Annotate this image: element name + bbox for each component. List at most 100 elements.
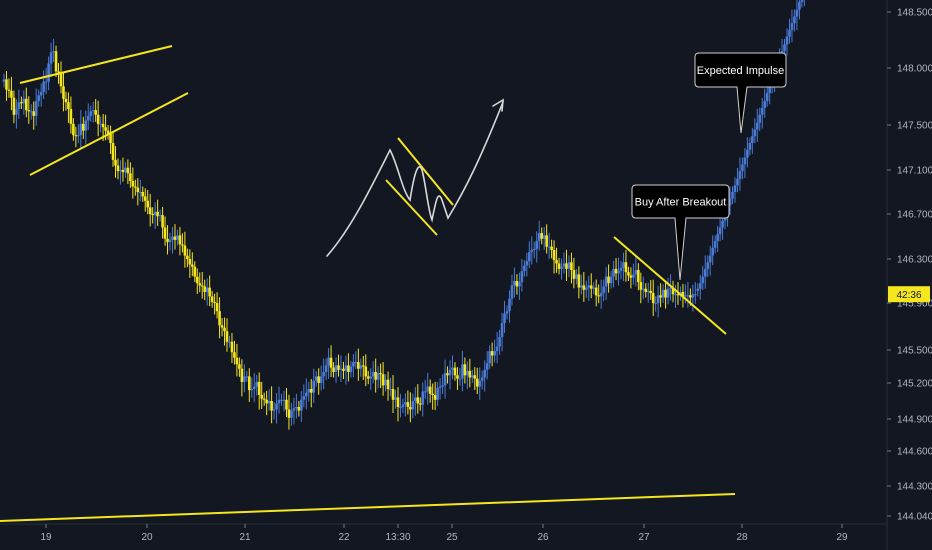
buy-after-breakout-callout xyxy=(631,184,730,281)
candle xyxy=(565,263,568,269)
candle xyxy=(282,399,286,401)
candle xyxy=(354,362,358,364)
candle xyxy=(684,295,687,297)
candle xyxy=(366,376,370,379)
candle xyxy=(446,373,449,376)
candle xyxy=(456,375,459,379)
candle xyxy=(466,370,469,376)
candle xyxy=(597,295,600,297)
candle xyxy=(461,364,464,379)
candle xyxy=(582,285,586,290)
candle xyxy=(386,379,390,389)
candle xyxy=(138,192,142,193)
candle xyxy=(671,287,675,295)
candle xyxy=(399,407,402,408)
price-axis[interactable]: 148.500 148.000 147.500 147.100 146.700 146.3… xyxy=(886,0,932,550)
candle xyxy=(20,102,23,104)
candle xyxy=(295,407,298,409)
candle xyxy=(96,114,100,124)
candle xyxy=(248,376,251,391)
candle xyxy=(10,90,13,98)
candle xyxy=(136,187,140,192)
candle xyxy=(589,285,593,289)
projection-candle xyxy=(751,136,754,143)
candle xyxy=(218,311,221,326)
candle xyxy=(664,289,667,298)
candle xyxy=(54,51,58,72)
candle xyxy=(153,211,157,216)
candle xyxy=(215,303,219,312)
candle xyxy=(198,283,202,286)
projection-candle xyxy=(711,247,714,256)
x-tick-label: 27 xyxy=(638,532,650,543)
candle xyxy=(547,246,551,248)
candle xyxy=(483,369,487,378)
candle xyxy=(39,91,43,96)
candle xyxy=(146,200,150,208)
x-tick-label: 25 xyxy=(446,532,458,543)
candle xyxy=(317,376,320,383)
candle xyxy=(656,295,660,303)
candle xyxy=(391,389,395,400)
projection-candle xyxy=(698,283,702,289)
candle xyxy=(15,109,18,115)
candle xyxy=(530,250,534,253)
candle xyxy=(416,397,420,404)
expected-impulse-callout-text: Expected Impulse xyxy=(697,65,784,77)
candle xyxy=(228,341,231,343)
candle xyxy=(34,101,38,116)
candle xyxy=(525,261,529,266)
candle xyxy=(2,79,6,82)
y-tick-label: 146.300 xyxy=(897,255,932,266)
candle xyxy=(617,271,620,274)
candle xyxy=(649,290,653,294)
candle xyxy=(106,130,110,134)
candle xyxy=(17,102,21,110)
candle xyxy=(562,263,566,267)
candle xyxy=(537,233,541,241)
candle xyxy=(240,368,244,382)
candle xyxy=(443,373,447,386)
candle xyxy=(245,376,249,378)
candle xyxy=(307,389,311,393)
time-axis[interactable]: 19 20 21 22 13:30 25 26 27 28 29 xyxy=(0,523,887,543)
candle xyxy=(200,285,204,287)
candle xyxy=(451,367,454,370)
candle xyxy=(480,377,484,381)
candle xyxy=(572,270,576,279)
flag-upper-line xyxy=(397,137,454,206)
candle xyxy=(570,262,573,270)
candle xyxy=(94,110,97,115)
x-tick-label: 19 xyxy=(40,532,52,543)
candle xyxy=(297,407,301,411)
candle xyxy=(463,364,467,376)
projection-candle xyxy=(793,16,796,24)
projection-candle xyxy=(795,9,799,17)
candle xyxy=(622,262,625,268)
candle xyxy=(188,259,192,265)
candle xyxy=(74,135,78,137)
candle xyxy=(666,288,670,298)
candle xyxy=(280,399,283,401)
candle xyxy=(163,227,167,239)
candle xyxy=(287,409,291,418)
candle xyxy=(676,294,680,296)
candle xyxy=(22,98,26,104)
candle xyxy=(580,285,583,288)
candle xyxy=(609,276,613,284)
projection-candle xyxy=(785,36,789,45)
candle xyxy=(409,407,412,410)
projection-candle xyxy=(790,23,794,30)
candle xyxy=(27,110,31,112)
candle xyxy=(557,263,561,269)
candle xyxy=(681,292,685,297)
candle xyxy=(669,287,672,289)
candle xyxy=(319,376,323,383)
candle xyxy=(134,186,137,188)
candle xyxy=(431,393,434,395)
y-tick-label: 147.500 xyxy=(897,121,932,132)
candle xyxy=(121,170,125,173)
candle xyxy=(124,167,127,173)
